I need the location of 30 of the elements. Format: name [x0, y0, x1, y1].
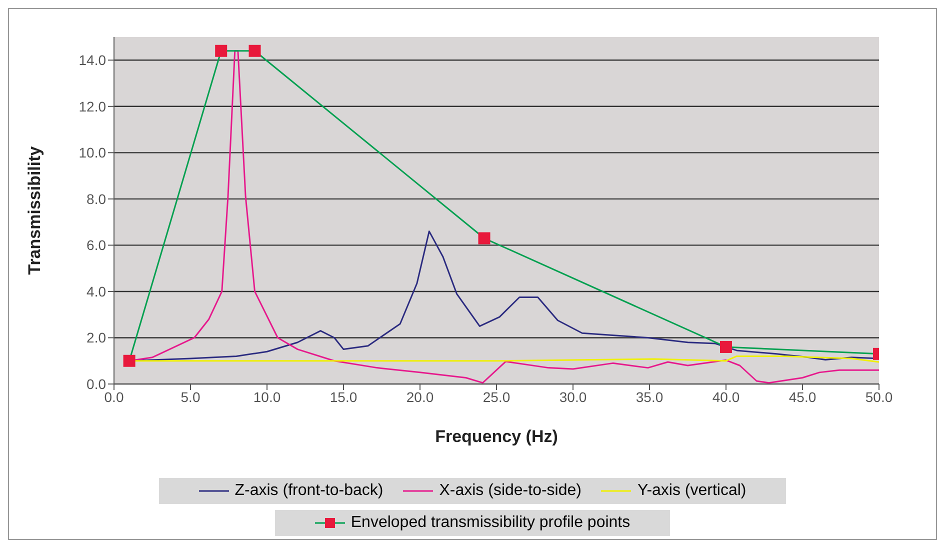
legend-label: X-axis (side-to-side) [438, 482, 582, 500]
y-axis-title: Transmissibility [25, 146, 44, 275]
y-tick-label: 14.0 [78, 52, 106, 68]
point [720, 340, 732, 353]
y-tick-label: 2.0 [86, 330, 106, 346]
x-tick-label: 15.0 [330, 388, 358, 405]
y-tick-label: 4.0 [86, 283, 106, 300]
x-tick-label: 40.0 [712, 388, 740, 405]
x-tick-label: 0.0 [104, 388, 124, 405]
legend-label: Z-axis (front-to-back) [234, 482, 384, 500]
x-tick-label: 25.0 [482, 388, 510, 405]
x-tick-label: 10.0 [253, 388, 281, 405]
x-tick-label: 45.0 [788, 388, 816, 405]
point [248, 44, 261, 57]
x-tick-label: 30.0 [559, 388, 587, 405]
x-tick-label: 5.0 [180, 388, 200, 405]
point [123, 354, 136, 367]
x-tick-label: 35.0 [636, 388, 664, 405]
y-tick-label: 12.0 [78, 98, 106, 114]
y-tick-label: 0.0 [86, 376, 106, 392]
y-tick-label: 10.0 [78, 144, 106, 161]
legend-label: Enveloped transmissibility profile points [350, 514, 630, 532]
point [215, 44, 228, 57]
x-tick-label: 50.0 [865, 388, 893, 405]
legend-label: Y-axis (vertical) [636, 482, 746, 500]
y-tick-label: 6.0 [86, 237, 106, 254]
point [478, 232, 490, 244]
x-axis-title: Frequency (Hz) [435, 427, 558, 446]
y-tick-label: 8.0 [86, 190, 106, 207]
x-tick-label: 20.0 [406, 388, 434, 405]
